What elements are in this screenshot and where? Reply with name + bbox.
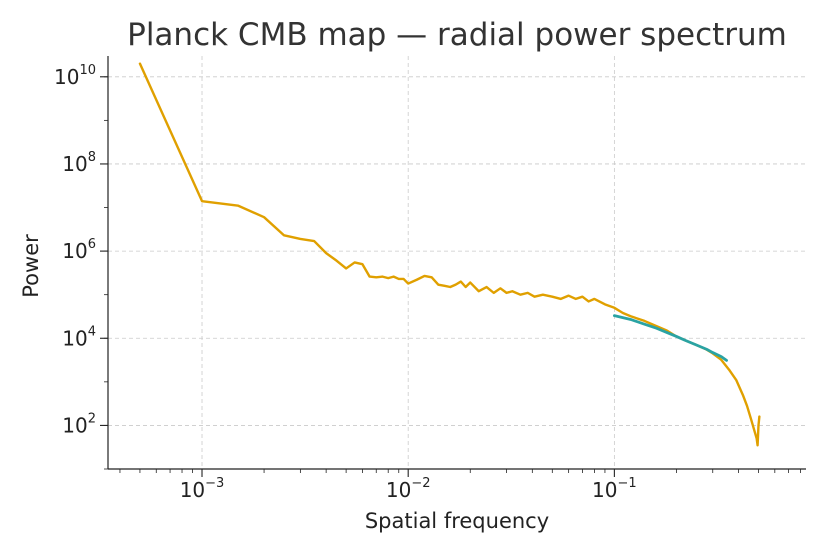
y-tick-label-base: 10 [62,239,87,263]
x-tick-label: 10−1 [592,476,637,502]
y-tick-label: 104 [62,324,96,350]
chart-title: Planck CMB map — radial power spectrum [127,17,787,53]
y-tick-label: 108 [62,150,96,176]
y-tick-label-exponent: 8 [88,150,96,165]
y-tick-label-base: 10 [62,152,87,176]
y-tick-label-exponent: 2 [88,411,96,426]
y-tick-label-base: 10 [62,326,87,350]
x-tick-label-exponent: −1 [618,476,637,491]
series-lines [138,62,761,447]
x-tick-label-exponent: −3 [205,476,224,491]
x-tick-label-base: 10 [386,478,411,502]
y-tick-label-exponent: 6 [88,237,96,252]
x-tick-label-base: 10 [180,478,205,502]
y-tick-label: 1010 [54,63,96,89]
y-axis-label: Power [19,234,43,298]
y-tick-label-base: 10 [62,413,87,437]
fit-line [612,314,728,362]
y-tick-label-exponent: 4 [88,324,96,339]
x-tick-label: 10−2 [386,476,431,502]
y-tick-label-exponent: 10 [79,63,96,78]
y-tick-label: 102 [62,411,96,437]
gridlines [108,56,806,469]
y-tick-label: 106 [62,237,96,263]
x-tick-label-base: 10 [592,478,617,502]
y-tick-label-base: 10 [54,65,79,89]
x-tick-label: 10−3 [180,476,225,502]
axes [107,56,806,470]
x-axis-label: Spatial frequency [365,509,549,533]
x-tick-label-exponent: −2 [411,476,430,491]
